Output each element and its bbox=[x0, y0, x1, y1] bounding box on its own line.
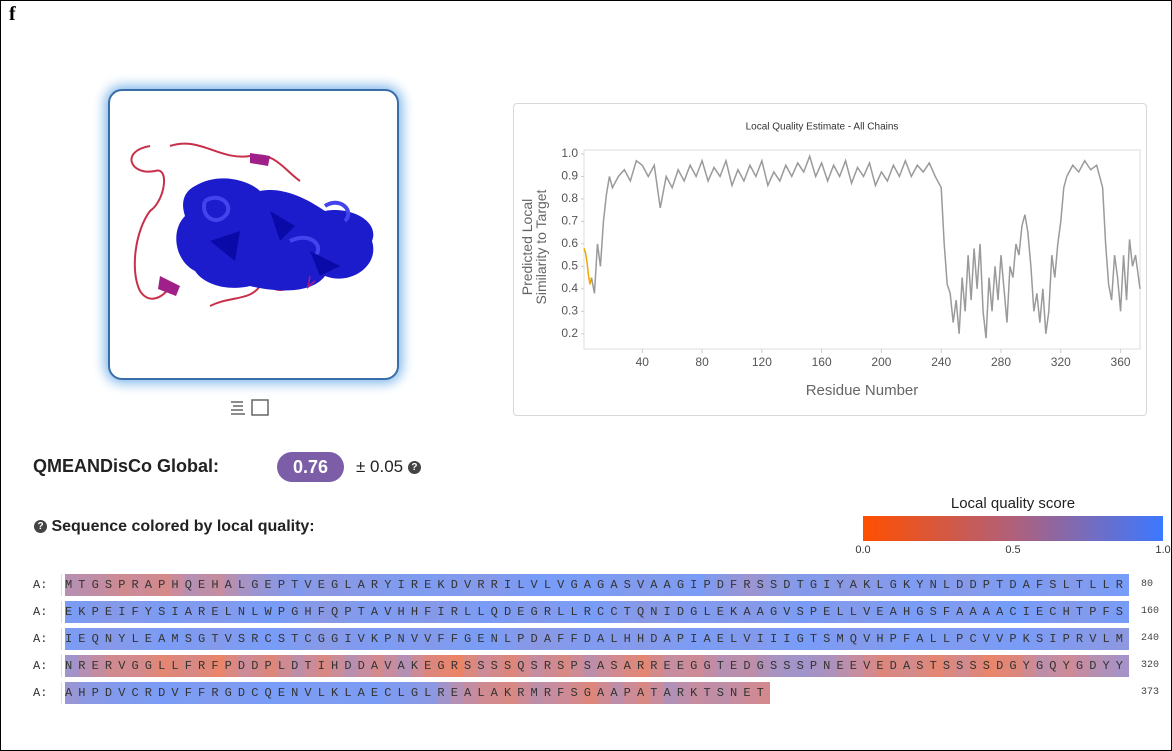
row-end-number: 240 bbox=[1141, 628, 1159, 650]
sequence-heading: Sequence colored by local quality: bbox=[51, 518, 314, 535]
legend-bar bbox=[863, 516, 1163, 541]
residues: IEQNYLEAMSGTVSRCSTCGGIVKPNVVFFGENLPDAFFD… bbox=[65, 628, 1129, 650]
view-icons[interactable] bbox=[229, 398, 275, 418]
structure-viewer[interactable] bbox=[108, 89, 399, 380]
y-tick-label: 0.5 bbox=[561, 259, 578, 273]
x-axis-label: Residue Number bbox=[806, 382, 919, 399]
sequence-row: A:IEQNYLEAMSGTVSRCSTCGGIVKPNVVFFGENLPDAF… bbox=[33, 628, 1129, 650]
x-tick-label: 160 bbox=[812, 355, 832, 369]
sequence-row: A:EKPEIFYSIARELNLWPGHFQPTAVHHFIRLLQDEGRL… bbox=[33, 601, 1129, 623]
x-tick-label: 40 bbox=[636, 355, 650, 369]
row-end-number: 373 bbox=[1141, 682, 1159, 704]
sequence-row: A:MTGSPRAPHQEHALGEPTVEGLARYIREKDVRRILVLV… bbox=[33, 574, 1129, 596]
x-tick-label: 320 bbox=[1051, 355, 1071, 369]
x-tick-label: 240 bbox=[931, 355, 951, 369]
chain-label: A: bbox=[33, 655, 62, 677]
x-tick-label: 120 bbox=[752, 355, 772, 369]
sequence-row: A:NRERVGGLLFRFPDDPLDTIHDDAVAKEGRSSSSQSRS… bbox=[33, 655, 1129, 677]
qmean-error: ± 0.05 bbox=[356, 457, 403, 476]
qmean-error-row: ± 0.05 ? bbox=[356, 457, 421, 477]
chain-label: A: bbox=[33, 601, 62, 623]
line-series bbox=[591, 156, 1140, 338]
residues: NRERVGGLLFRFPDDPLDTIHDDAVAKEGRSSSSQSRSPS… bbox=[65, 655, 1129, 677]
residues: AHPDVCRDVFFRGDCQENVLKLAECLGLREALAKRMRFSG… bbox=[65, 682, 770, 704]
sequence-heading-row: ? Sequence colored by local quality: bbox=[34, 518, 315, 536]
help-icon[interactable]: ? bbox=[408, 461, 421, 474]
residues: EKPEIFYSIARELNLWPGHFQPTAVHHFIRLLQDEGRLLR… bbox=[65, 601, 1129, 623]
qmean-label: QMEANDisCo Global: bbox=[33, 456, 219, 477]
qmean-score: 0.76 bbox=[277, 452, 344, 482]
y-axis-label: Predicted Local Similarity to Target bbox=[520, 182, 548, 312]
chain-label: A: bbox=[33, 682, 62, 704]
legend-title: Local quality score bbox=[863, 495, 1163, 512]
help-icon[interactable]: ? bbox=[34, 520, 47, 533]
row-end-number: 80 bbox=[1141, 574, 1153, 596]
x-tick-label: 80 bbox=[695, 355, 709, 369]
legend-tick-label: 0.0 bbox=[855, 544, 870, 556]
chain-label: A: bbox=[33, 574, 62, 596]
chain-label: A: bbox=[33, 628, 62, 650]
y-tick-label: 0.9 bbox=[561, 169, 578, 183]
y-tick-label: 0.4 bbox=[561, 281, 578, 295]
row-end-number: 320 bbox=[1141, 655, 1159, 677]
page: f Local Quality Estimate - All Chains Re… bbox=[0, 0, 1172, 751]
row-end-number: 160 bbox=[1141, 601, 1159, 623]
chart: Local Quality Estimate - All Chains Resi… bbox=[513, 103, 1147, 416]
structure-image bbox=[110, 91, 397, 378]
panel-label: f bbox=[9, 3, 16, 26]
y-tick-label: 0.3 bbox=[561, 303, 578, 317]
line-series bbox=[584, 248, 591, 284]
residues: MTGSPRAPHQEHALGEPTVEGLARYIREKDVRRILVLVGA… bbox=[65, 574, 1129, 596]
y-tick-label: 1.0 bbox=[561, 146, 578, 160]
x-tick-label: 280 bbox=[991, 355, 1011, 369]
y-tick-label: 0.7 bbox=[561, 214, 578, 228]
legend-tick-label: 1.0 bbox=[1155, 544, 1170, 556]
y-tick-label: 0.2 bbox=[561, 326, 578, 340]
chart-title: Local Quality Estimate - All Chains bbox=[746, 122, 899, 133]
sequence-row: A:AHPDVCRDVFFRGDCQENVLKLAECLGLREALAKRMRF… bbox=[33, 682, 770, 704]
y-tick-label: 0.8 bbox=[561, 191, 578, 205]
y-tick-label: 0.6 bbox=[561, 236, 578, 250]
legend-tick-label: 0.5 bbox=[1005, 544, 1020, 556]
x-tick-label: 360 bbox=[1111, 355, 1131, 369]
x-tick-label: 200 bbox=[871, 355, 891, 369]
